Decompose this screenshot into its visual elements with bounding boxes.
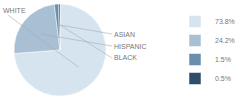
svg-text:WHITE: WHITE	[3, 7, 26, 14]
svg-text:BLACK: BLACK	[114, 54, 137, 61]
svg-text:1.5%: 1.5%	[215, 56, 231, 63]
svg-text:HISPANIC: HISPANIC	[114, 43, 147, 50]
svg-text:73.8%: 73.8%	[215, 18, 235, 25]
svg-text:24.2%: 24.2%	[215, 37, 235, 44]
svg-text:ASIAN: ASIAN	[114, 31, 135, 38]
svg-text:0.5%: 0.5%	[215, 75, 231, 82]
